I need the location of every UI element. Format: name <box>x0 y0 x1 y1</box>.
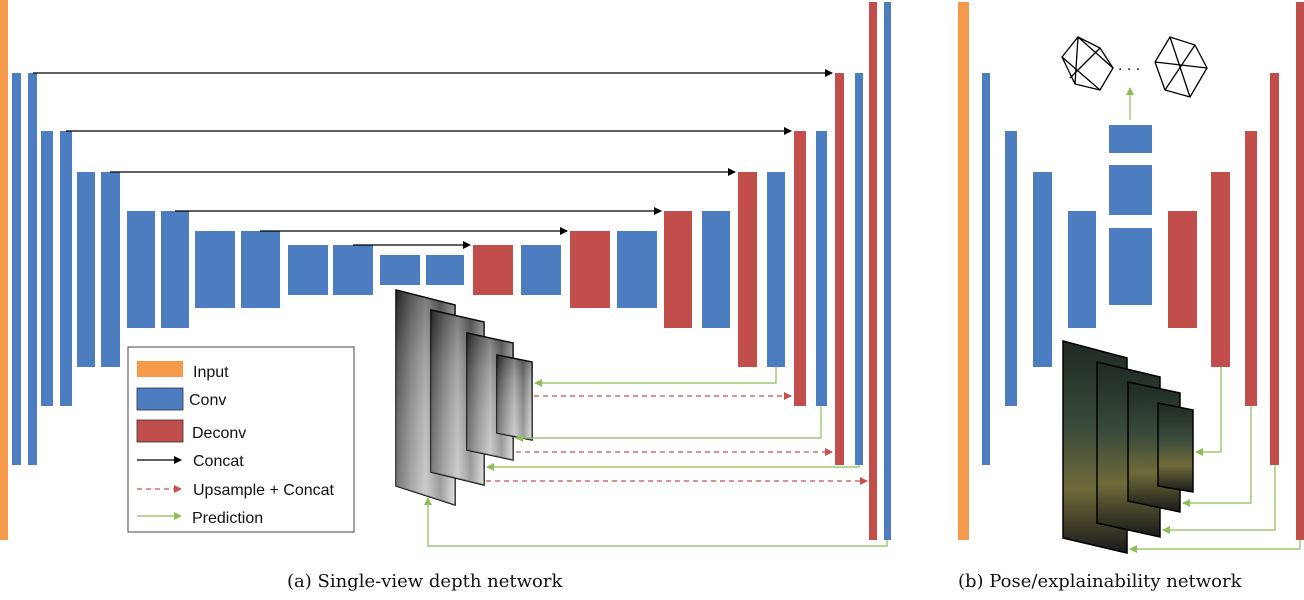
legend-conv-swatch <box>136 387 184 411</box>
pose-enc-conv-1 <box>982 73 990 465</box>
dec-deconv-3 <box>664 211 692 328</box>
legend-concat-label: Concat <box>193 453 244 470</box>
legend-deconv-swatch <box>136 419 184 443</box>
legend-upsample-label: Upsample + Concat <box>193 482 335 499</box>
dec-conv-5 <box>816 131 827 406</box>
pose-network: . . . (b) Pose/explainability network <box>958 2 1304 592</box>
upsample-arrows <box>486 392 868 485</box>
caption-depth: (a) Single-view depth network <box>287 571 563 592</box>
concat-arrows <box>33 69 833 249</box>
enc-conv-4b <box>161 211 189 328</box>
dec-deconv-6 <box>835 73 844 465</box>
depth-map-4-shade <box>497 355 532 440</box>
dec-deconv-5 <box>794 131 806 406</box>
enc-conv-5a <box>195 231 235 308</box>
pose-enc-conv-3 <box>1033 172 1052 367</box>
pose-deconv-2 <box>1211 172 1230 367</box>
dec-deconv-2 <box>570 231 610 308</box>
legend-input-swatch <box>137 361 183 377</box>
legend-conv-label: Conv <box>189 392 226 409</box>
caption-pose: (b) Pose/explainability network <box>958 571 1243 592</box>
pose-branch-conv-1 <box>1109 228 1152 305</box>
legend-input-label: Input <box>193 364 229 381</box>
enc-conv-2b <box>60 131 72 406</box>
enc-conv-2a <box>41 131 53 406</box>
enc-conv-7a <box>380 255 420 285</box>
enc-conv-6b <box>333 245 373 295</box>
depth-network: Input Conv Deconv Concat Upsample + Conc… <box>0 0 891 592</box>
dec-conv-6 <box>855 73 863 465</box>
dec-deconv-4 <box>738 172 757 367</box>
explainability-masks <box>1062 340 1194 554</box>
dec-deconv-1 <box>473 245 513 295</box>
pose-prediction-arrows <box>1129 367 1301 553</box>
enc-conv-5b <box>241 231 280 308</box>
enc-conv-1b <box>28 73 37 465</box>
depth-input-layer <box>0 0 8 540</box>
dec-conv-2 <box>617 231 657 308</box>
pose-deconv-4 <box>1270 73 1279 465</box>
pose-ellipsis: . . . <box>1118 57 1140 74</box>
enc-conv-1a <box>12 73 21 465</box>
dec-deconv-7 <box>869 2 877 540</box>
enc-conv-6a <box>288 245 328 295</box>
mask-image-4 <box>1157 402 1194 493</box>
pose-deconv-5 <box>1296 2 1304 540</box>
pose-branch-conv-2 <box>1109 165 1152 215</box>
pose-input-layer <box>958 2 969 540</box>
pose-deconv-1 <box>1168 211 1197 328</box>
enc-conv-7b <box>426 255 464 285</box>
legend: Input Conv Deconv Concat Upsample + Conc… <box>127 346 355 533</box>
pose-enc-conv-2 <box>1005 131 1017 406</box>
enc-conv-3b <box>101 172 120 367</box>
enc-conv-4a <box>127 211 155 328</box>
pose-deconv-3 <box>1245 131 1257 406</box>
dec-conv-4 <box>767 172 785 367</box>
dec-conv-3 <box>702 211 730 328</box>
pose-branch-conv-3 <box>1109 125 1152 153</box>
pose-enc-conv-4 <box>1068 211 1096 328</box>
depth-prediction-arrows <box>424 367 888 547</box>
depth-prediction-maps <box>395 289 533 507</box>
legend-deconv-label: Deconv <box>192 425 246 442</box>
dec-conv-7 <box>884 2 891 540</box>
dec-conv-1 <box>521 245 561 295</box>
camera-pose-icon-2 <box>1154 36 1208 98</box>
camera-pose-icon-1 <box>1061 36 1114 91</box>
enc-conv-3a <box>77 172 95 367</box>
legend-prediction-label: Prediction <box>192 510 263 527</box>
